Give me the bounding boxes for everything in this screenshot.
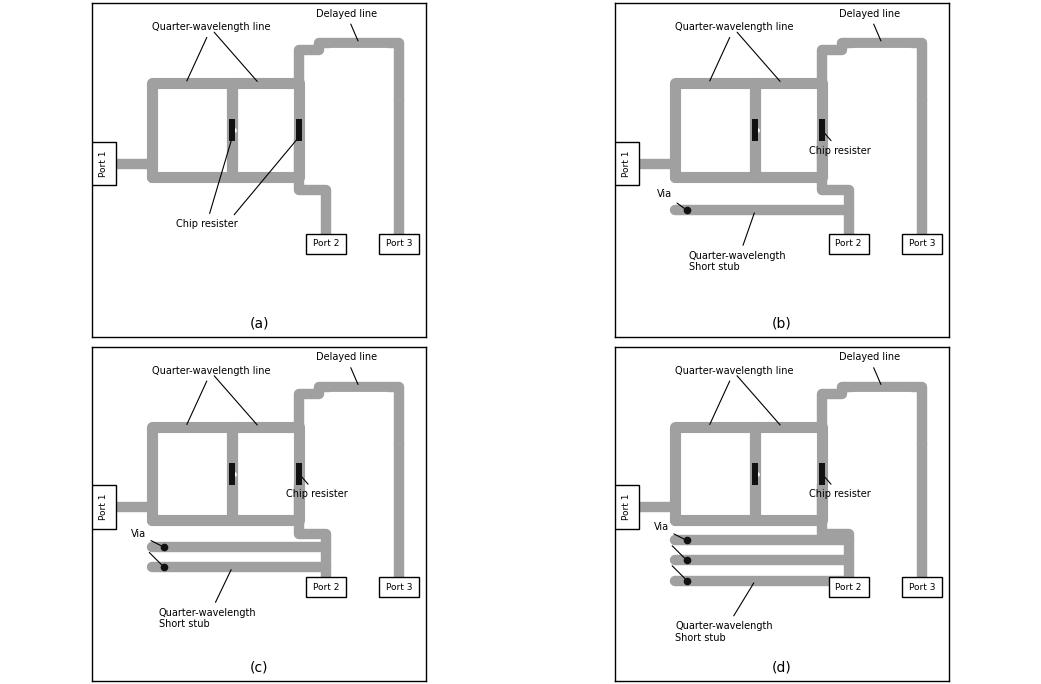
Text: Quarter-wavelength line: Quarter-wavelength line <box>676 22 793 81</box>
Text: Port 2: Port 2 <box>836 583 862 592</box>
Text: Via: Via <box>130 529 161 546</box>
Text: Quarter-wavelength line: Quarter-wavelength line <box>152 366 271 425</box>
Bar <box>615 486 638 529</box>
Bar <box>753 119 758 141</box>
Text: Delayed line: Delayed line <box>839 352 899 384</box>
Text: (a): (a) <box>249 317 269 330</box>
Text: Port 2: Port 2 <box>836 239 862 248</box>
Text: Port 1: Port 1 <box>100 150 108 176</box>
Text: Chip resister: Chip resister <box>809 476 870 499</box>
Bar <box>819 119 824 141</box>
Text: Port 2: Port 2 <box>312 583 339 592</box>
Text: (d): (d) <box>772 660 792 674</box>
Bar <box>903 577 942 597</box>
Bar <box>615 142 638 185</box>
Text: Quarter-wavelength
Short stub: Quarter-wavelength Short stub <box>688 213 786 272</box>
Bar <box>829 577 868 597</box>
Text: (c): (c) <box>250 660 269 674</box>
Bar <box>93 142 116 185</box>
Text: Port 1: Port 1 <box>100 494 108 521</box>
Text: (b): (b) <box>772 317 792 330</box>
Text: Delayed line: Delayed line <box>315 9 377 41</box>
Bar <box>903 234 942 254</box>
Text: Port 1: Port 1 <box>623 150 631 176</box>
Text: Quarter-wavelength line: Quarter-wavelength line <box>152 22 271 81</box>
Bar <box>93 486 116 529</box>
Text: Quarter-wavelength line: Quarter-wavelength line <box>676 366 793 425</box>
Bar <box>753 463 758 484</box>
Text: Delayed line: Delayed line <box>839 9 899 41</box>
Text: Chip resister: Chip resister <box>285 476 348 499</box>
Bar <box>306 234 346 254</box>
Text: Chip resister: Chip resister <box>176 140 237 229</box>
Bar <box>819 463 824 484</box>
Text: Port 3: Port 3 <box>386 239 412 248</box>
Bar <box>296 119 302 141</box>
Bar <box>306 577 346 597</box>
Text: Chip resister: Chip resister <box>809 132 870 155</box>
Text: Port 3: Port 3 <box>909 583 935 592</box>
Bar <box>829 234 868 254</box>
Bar <box>229 119 235 141</box>
Text: Port 2: Port 2 <box>312 239 339 248</box>
Bar <box>379 234 420 254</box>
Text: Delayed line: Delayed line <box>315 352 377 384</box>
Text: Port 3: Port 3 <box>386 583 412 592</box>
Text: Quarter-wavelength
Short stub: Quarter-wavelength Short stub <box>159 570 256 629</box>
Text: Via: Via <box>654 523 684 539</box>
Text: Port 3: Port 3 <box>909 239 935 248</box>
Bar <box>229 463 235 484</box>
Bar <box>296 463 302 484</box>
Text: Quarter-wavelength
Short stub: Quarter-wavelength Short stub <box>676 583 772 642</box>
Text: Port 1: Port 1 <box>623 494 631 521</box>
Text: Via: Via <box>657 189 685 209</box>
Bar <box>379 577 420 597</box>
